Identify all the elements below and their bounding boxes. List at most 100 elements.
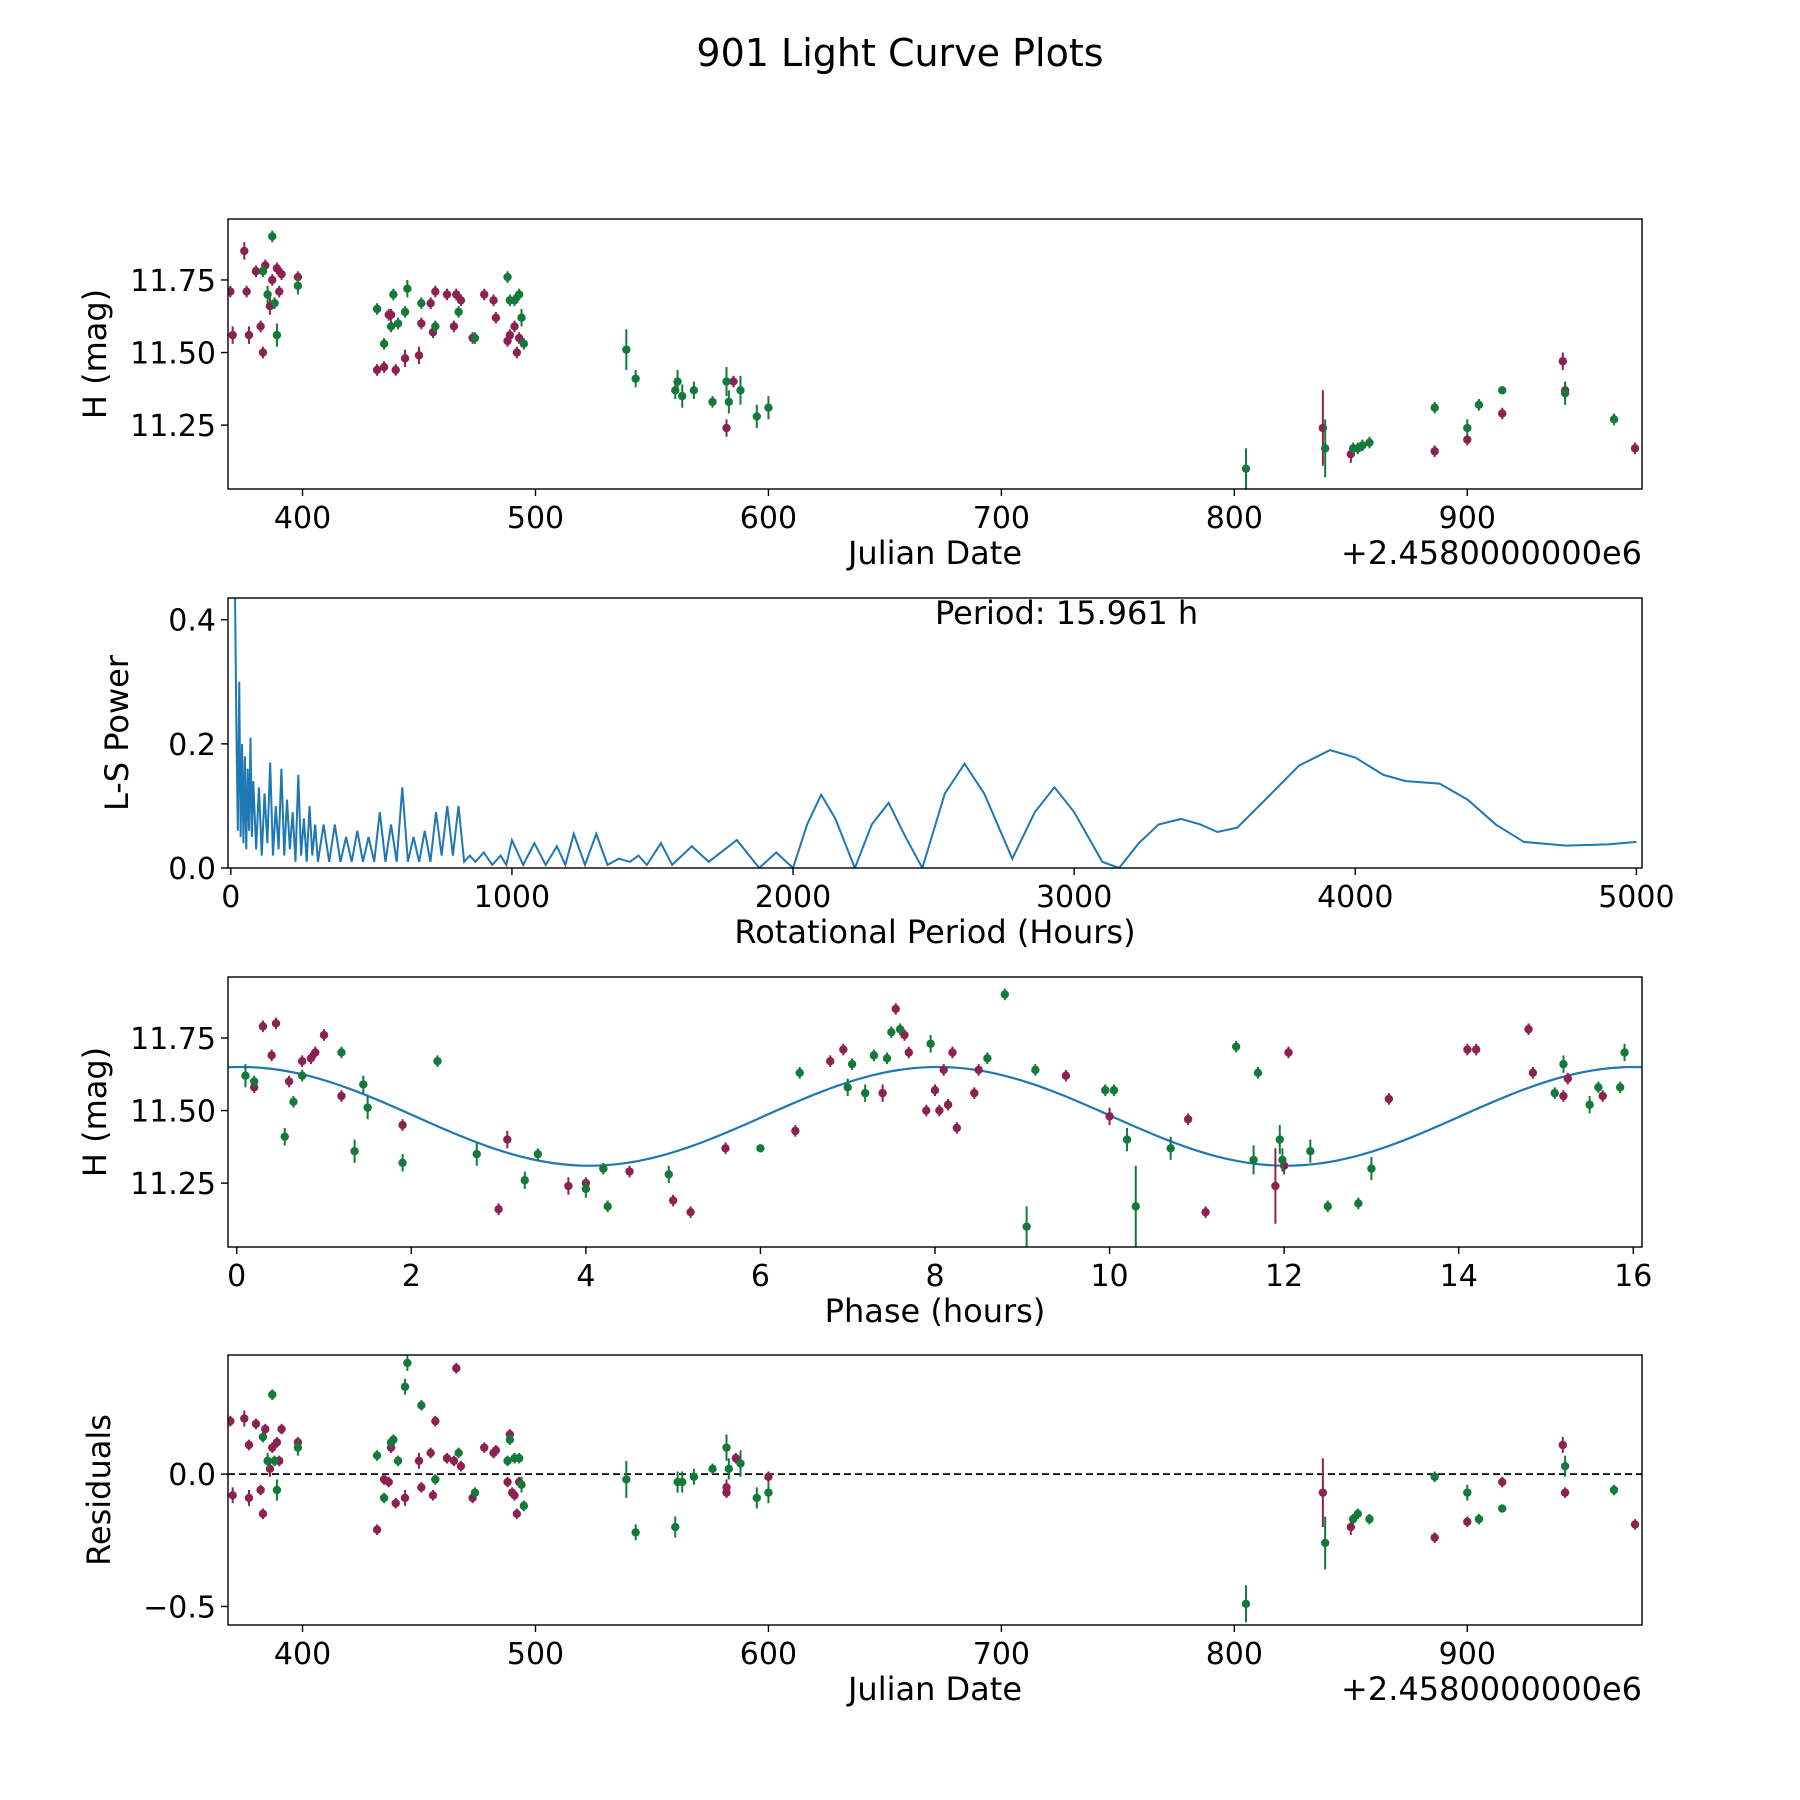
data-point-purple (1558, 357, 1567, 366)
data-point-purple (256, 1485, 265, 1495)
x-tick-label: 400 (274, 501, 331, 536)
data-point-green (1323, 1202, 1332, 1211)
data-point-green (289, 1097, 298, 1107)
x-axis-label: Julian Date (846, 534, 1022, 572)
data-point-green (454, 307, 463, 317)
data-point-green (258, 267, 268, 276)
data-point-green (505, 1435, 515, 1444)
data-point-green (263, 290, 272, 299)
data-point-green (393, 1456, 403, 1466)
y-tick-label: 11.25 (130, 1167, 216, 1202)
data-point-green (1166, 1144, 1175, 1153)
x-tick-label: 6 (751, 1259, 770, 1294)
axes-frame (227, 976, 1643, 1248)
data-point-green (1131, 1202, 1140, 1211)
data-point-green (503, 1456, 512, 1466)
data-point-green (673, 377, 682, 386)
data-point-purple (952, 1123, 962, 1133)
data-point-purple (1271, 1181, 1280, 1191)
data-point-green (337, 1048, 346, 1057)
data-point-purple (372, 365, 382, 375)
data-point-green (622, 1475, 631, 1484)
x-tick-label: 500 (507, 501, 564, 536)
data-point-purple (1318, 1488, 1328, 1497)
data-point-purple (489, 296, 498, 305)
data-point-green (736, 386, 745, 395)
data-point-green (270, 298, 279, 308)
y-axis-label: H (mag) (76, 289, 114, 419)
data-point-purple (271, 1019, 281, 1028)
data-point-purple (1201, 1207, 1210, 1217)
data-point-purple (900, 1030, 909, 1040)
data-point-purple (244, 330, 254, 340)
data-point-green (736, 1459, 745, 1468)
data-point-green (249, 1077, 259, 1086)
x-axis-offset-label: +2.4580000000e6 (1341, 534, 1642, 572)
data-point-green (389, 290, 398, 299)
y-tick-label: 11.50 (130, 1095, 216, 1130)
data-point-green (1022, 1222, 1031, 1231)
data-point-purple (249, 1083, 259, 1092)
y-tick-label: 0.2 (168, 728, 216, 763)
y-tick-label: 0.0 (168, 1458, 216, 1493)
data-point-green (433, 1056, 442, 1066)
data-point-purple (1558, 1440, 1567, 1450)
data-point-purple (491, 313, 501, 322)
period-annotation: Period: 15.961 h (935, 594, 1198, 632)
data-point-purple (277, 1424, 286, 1434)
data-point-green (1365, 1514, 1374, 1524)
data-point-purple (510, 1491, 519, 1500)
data-point-green (678, 391, 687, 401)
data-point-purple (668, 1196, 678, 1205)
data-point-purple (452, 290, 461, 299)
data-point-green (241, 1071, 250, 1080)
data-point-purple (1105, 1112, 1114, 1121)
data-point-purple (442, 1454, 452, 1463)
data-point-purple (480, 1443, 489, 1452)
y-tick-label: 0.4 (168, 604, 216, 639)
data-point-purple (431, 1416, 440, 1426)
data-point-green (1594, 1083, 1603, 1092)
data-point-green (417, 1401, 426, 1410)
x-tick-label: 5000 (1598, 880, 1674, 915)
data-point-green (722, 1443, 731, 1452)
data-point-purple (1061, 1071, 1071, 1080)
data-point-purple (512, 1509, 522, 1519)
data-point-purple (251, 1419, 261, 1429)
data-point-purple (244, 1493, 254, 1503)
data-point-green (724, 397, 734, 407)
data-point-purple (1559, 1091, 1568, 1101)
data-point-purple (930, 1086, 940, 1095)
data-point-green (379, 339, 389, 349)
data-point-green (1320, 1538, 1330, 1548)
data-point-purple (372, 1525, 382, 1534)
data-point-green (297, 1071, 307, 1080)
data-point-green (417, 298, 426, 308)
data-point-green (1560, 388, 1570, 398)
data-point-green (400, 1382, 410, 1391)
data-point-purple (943, 1100, 953, 1109)
x-tick-label: 14 (1440, 1259, 1478, 1294)
data-point-green (689, 386, 699, 395)
data-point-purple (258, 1022, 268, 1031)
data-point-purple (398, 1120, 407, 1130)
data-point-purple (480, 290, 489, 299)
data-point-purple (379, 362, 389, 372)
data-point-green (1353, 1509, 1363, 1519)
residuals-axes: 400 500 600 700 800 900 −0.5 0.0 Julian Date Resi… (80, 1354, 1643, 1708)
data-point-purple (1384, 1094, 1394, 1104)
data-point-purple (503, 1135, 512, 1144)
data-point-green (708, 397, 717, 407)
data-point-purple (1463, 435, 1472, 444)
data-point-green (581, 1184, 591, 1194)
data-point-purple (791, 1126, 800, 1136)
data-point-green (671, 1522, 680, 1532)
data-point-purple (1498, 409, 1507, 418)
data-point-green (470, 333, 480, 343)
data-point-purple (686, 1207, 695, 1217)
data-point-green (393, 319, 403, 328)
data-point-purple (826, 1056, 835, 1066)
data-point-green (708, 1464, 717, 1474)
data-point-purple (1463, 1517, 1472, 1526)
y-tick-label: 11.75 (130, 264, 216, 299)
